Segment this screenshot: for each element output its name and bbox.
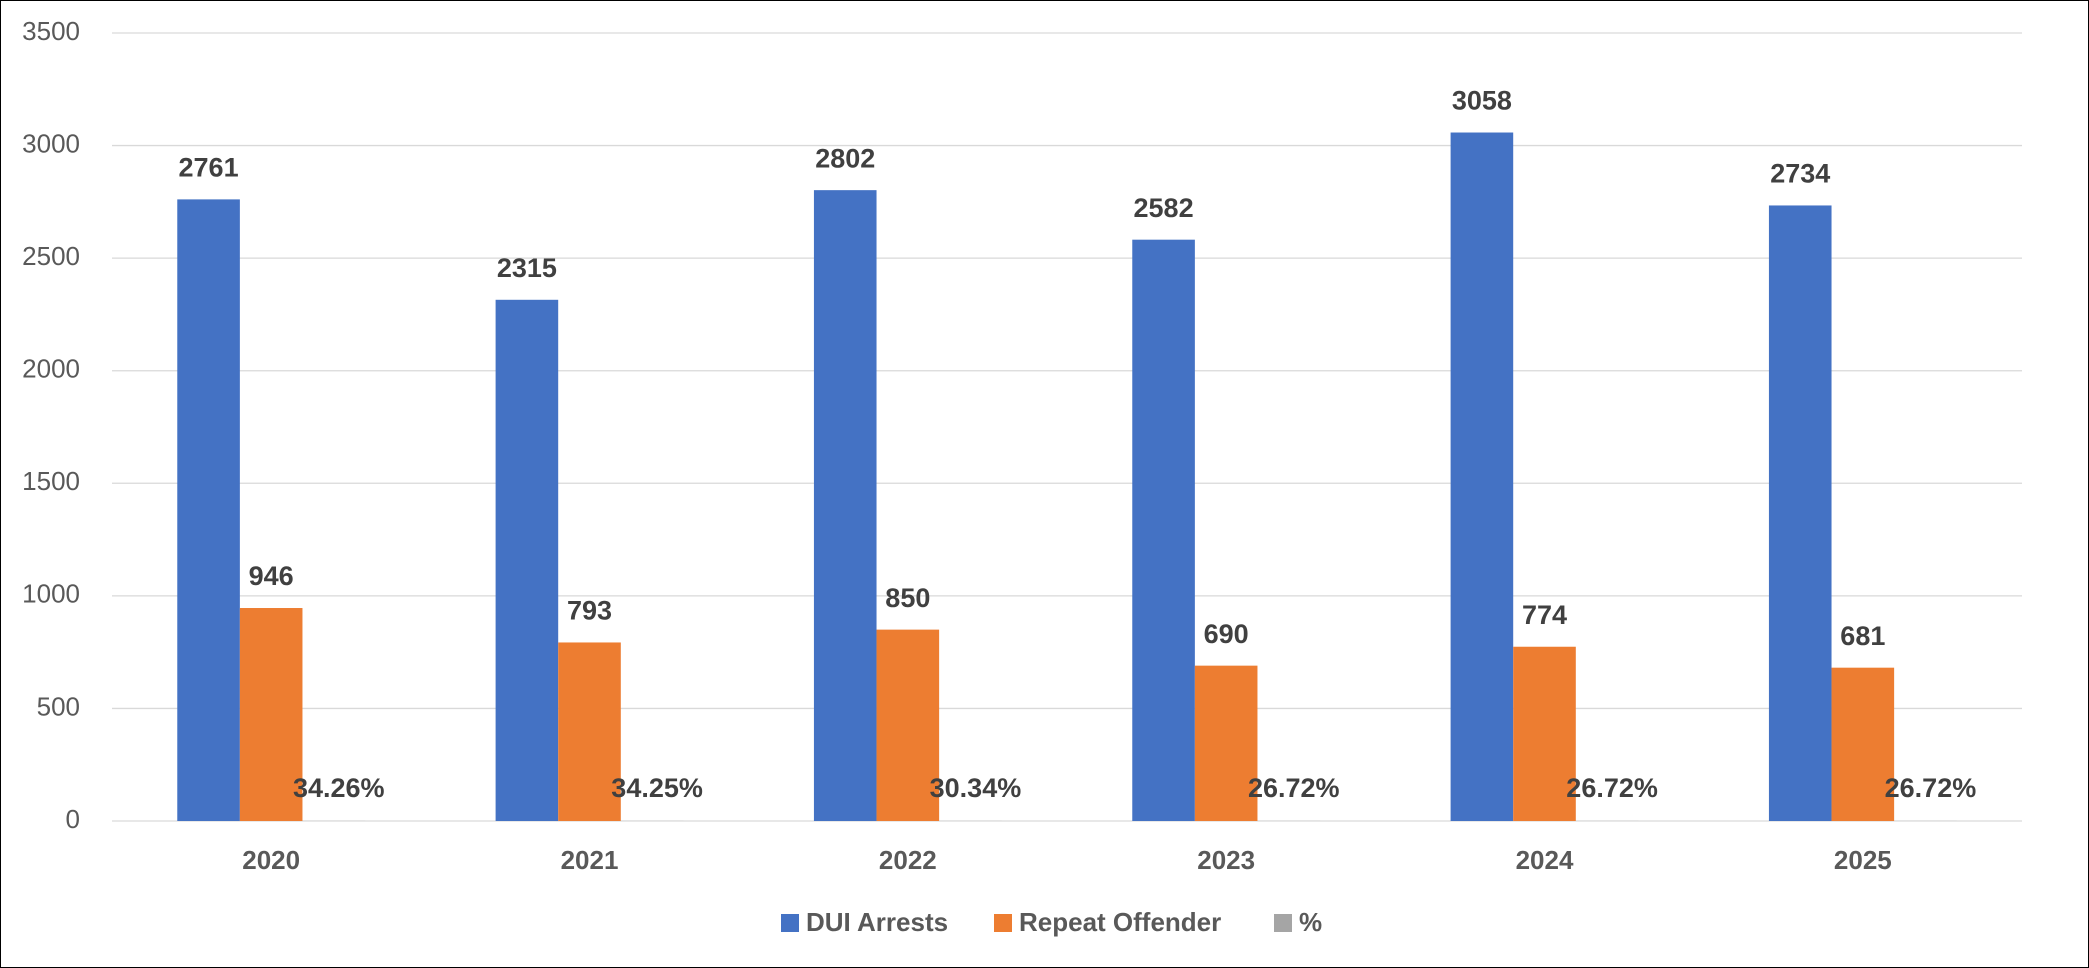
y-tick-label: 3500	[22, 16, 80, 46]
legend-label: %	[1299, 907, 1322, 937]
data-label: 3058	[1452, 86, 1512, 116]
legend-label: DUI Arrests	[806, 907, 948, 937]
y-tick-label: 1500	[22, 466, 80, 496]
y-tick-label: 3000	[22, 128, 80, 158]
bar	[177, 199, 240, 822]
data-label: 946	[249, 561, 294, 591]
y-tick-label: 2500	[22, 241, 80, 271]
bar	[239, 608, 303, 821]
data-label: 850	[885, 583, 930, 613]
y-tick-label: 2000	[22, 354, 80, 384]
data-label: 26.72%	[1566, 773, 1658, 803]
y-tick-label: 500	[37, 691, 80, 721]
legend-swatch	[781, 914, 799, 932]
bar	[876, 629, 940, 821]
bar	[813, 190, 877, 821]
x-tick-label: 2020	[242, 845, 300, 875]
x-tick-label: 2023	[1197, 845, 1255, 875]
data-label: 26.72%	[1885, 773, 1977, 803]
bar	[1450, 132, 1514, 822]
legend-swatch	[994, 914, 1012, 932]
data-label: 34.25%	[611, 773, 703, 803]
data-label: 34.26%	[293, 773, 385, 803]
bar	[558, 642, 621, 821]
x-tick-label: 2022	[879, 845, 937, 875]
legend-label: Repeat Offender	[1019, 907, 1221, 937]
bar	[1768, 205, 1832, 822]
bar	[1194, 665, 1258, 821]
data-label: 2582	[1134, 193, 1194, 223]
legend-swatch	[1274, 914, 1292, 932]
data-label: 2734	[1770, 159, 1830, 189]
bar	[1831, 667, 1895, 821]
x-tick-label: 2021	[561, 845, 619, 875]
data-label: 2802	[815, 143, 875, 173]
bar	[1513, 646, 1576, 821]
x-tick-label: 2024	[1516, 845, 1574, 875]
data-label: 793	[567, 596, 612, 626]
bar	[495, 299, 559, 821]
x-tick-label: 2025	[1834, 845, 1892, 875]
bar	[1132, 239, 1195, 821]
data-label: 2761	[179, 153, 239, 183]
data-label: 30.34%	[930, 773, 1022, 803]
data-label: 2315	[497, 253, 557, 283]
data-label: 774	[1522, 600, 1567, 630]
y-tick-label: 0	[66, 804, 80, 834]
data-label: 690	[1204, 619, 1249, 649]
data-label: 681	[1840, 621, 1885, 651]
y-tick-label: 1000	[22, 579, 80, 609]
data-label: 26.72%	[1248, 773, 1340, 803]
